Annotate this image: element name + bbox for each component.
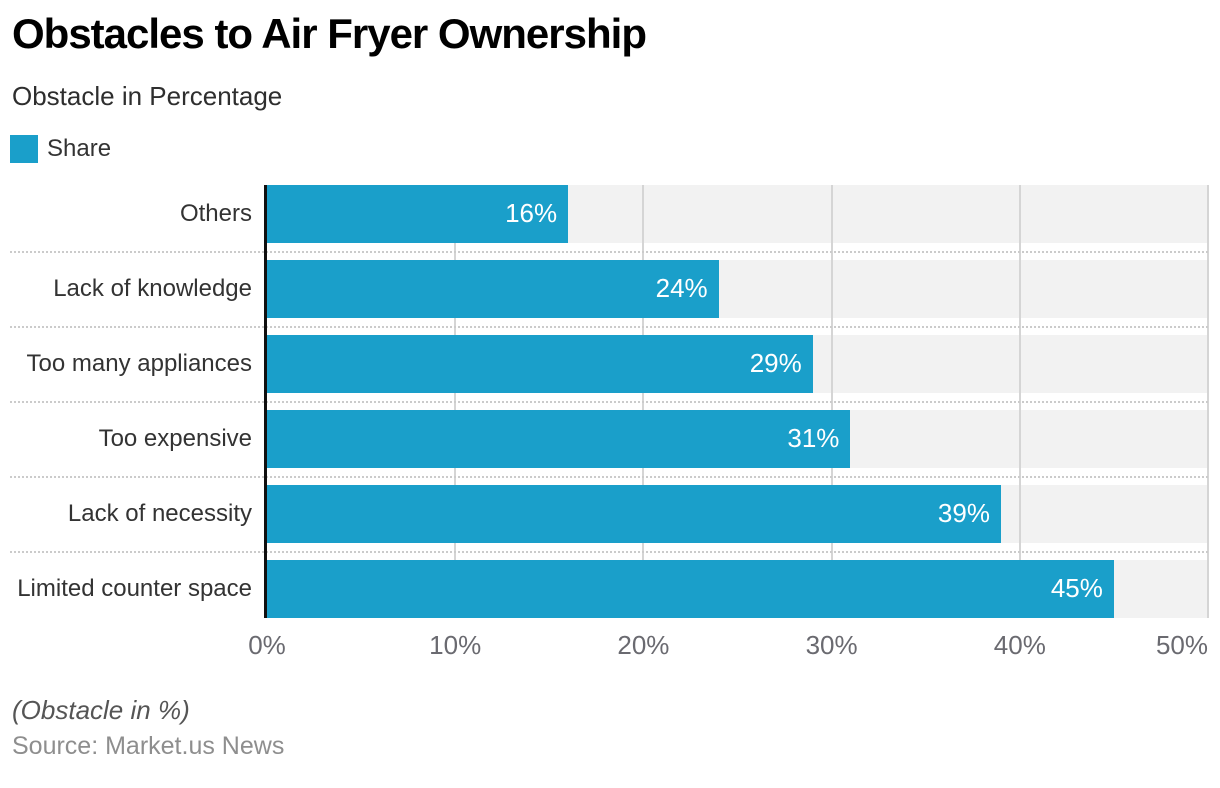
bar-row: Too many appliances 29%: [0, 334, 1208, 410]
legend: Share: [10, 134, 1220, 163]
row-separator-line: [10, 250, 1208, 253]
chart-title: Obstacles to Air Fryer Ownership: [12, 10, 647, 57]
bar-track: 24%: [267, 259, 1208, 318]
bar-row: Lack of knowledge 24%: [0, 259, 1208, 335]
category-label: Others: [179, 199, 252, 227]
bar-value-label: 24%: [655, 273, 708, 304]
bar-value-label: 45%: [1050, 573, 1103, 604]
x-axis-tick-label: 30%: [805, 629, 858, 660]
bar-value-label: 29%: [749, 348, 802, 379]
bar-track: 16%: [267, 184, 1208, 243]
bar: 29%: [267, 334, 813, 393]
row-separator-line: [10, 475, 1208, 478]
category-label: Too many appliances: [26, 349, 252, 377]
legend-swatch-icon: [10, 134, 38, 163]
x-axis-tick-label: 50%: [1155, 629, 1208, 660]
bar-track: 39%: [267, 484, 1208, 543]
legend-label: Share: [47, 134, 112, 162]
bar-track: 45%: [267, 559, 1208, 618]
category-label: Lack of necessity: [67, 499, 252, 527]
chart-rows: Others 16% Lack of knowledge 24% Too many ap…: [0, 184, 1208, 618]
bar-row: Too expensive 31%: [0, 409, 1208, 485]
y-axis-line: [264, 184, 267, 618]
bar-row: Lack of necessity 39%: [0, 484, 1208, 560]
category-label: Too expensive: [98, 424, 252, 452]
bar-row: Limited counter space 45%: [0, 559, 1208, 618]
bar-chart-area: Others 16% Lack of knowledge 24% Too many ap…: [0, 184, 1209, 618]
x-axis-tick-label: 0%: [248, 629, 286, 660]
row-separator-line: [10, 550, 1208, 553]
chart-source: Source: Market.us News: [12, 732, 285, 761]
bar: 24%: [267, 259, 719, 318]
category-label: Limited counter space: [17, 574, 252, 602]
category-label: Lack of knowledge: [53, 274, 252, 302]
bar-value-label: 31%: [787, 423, 840, 454]
chart-subtitle: Obstacle in Percentage: [12, 81, 283, 112]
bar-value-label: 16%: [505, 198, 558, 229]
row-separator-line: [10, 400, 1208, 403]
x-axis-tick-label: 10%: [429, 629, 482, 660]
chart-page: Obstacles to Air Fryer Ownership Obstacl…: [0, 10, 1220, 788]
x-axis-tick-label: 40%: [993, 629, 1046, 660]
bar: 16%: [267, 184, 569, 243]
x-axis: 0% 10% 20% 30% 40% 50%: [248, 629, 1208, 662]
chart-footnote: (Obstacle in %): [12, 694, 190, 725]
bar-track: 31%: [267, 409, 1208, 468]
bar: 45%: [267, 559, 1114, 618]
bar: 39%: [267, 484, 1001, 543]
bar-row: Others 16%: [0, 184, 1208, 260]
row-separator-line: [10, 325, 1208, 328]
bar: 31%: [267, 409, 851, 468]
bar-track: 29%: [267, 334, 1208, 393]
x-axis-tick-label: 20%: [617, 629, 670, 660]
bar-value-label: 39%: [937, 498, 990, 529]
